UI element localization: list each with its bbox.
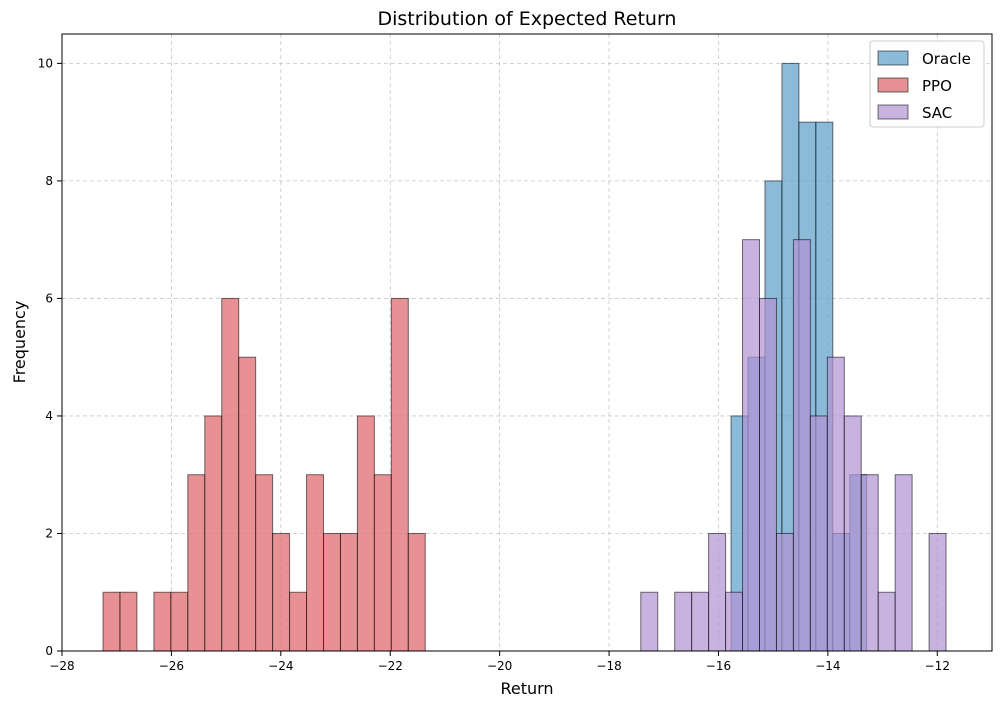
- y-tick-label: 6: [45, 291, 53, 305]
- bar-sac: [691, 591, 710, 652]
- legend-swatch-oracle: [877, 50, 909, 66]
- bar-ppo: [204, 415, 223, 652]
- y-tick-label: 0: [45, 644, 53, 658]
- legend-label-sac: SAC: [922, 104, 952, 122]
- bar-sac: [725, 591, 744, 652]
- plot-frame: [61, 33, 993, 652]
- x-tick-label: −28: [49, 659, 74, 673]
- bar-ppo: [289, 591, 308, 652]
- bar-ppo: [339, 532, 358, 652]
- bar-sac: [775, 532, 794, 652]
- bar-ppo: [322, 532, 341, 652]
- legend: Oracle PPO SAC: [869, 40, 985, 128]
- y-tick-label: 10: [38, 56, 53, 70]
- bar-sac: [826, 356, 845, 652]
- bar-ppo: [170, 591, 189, 652]
- bar-ppo: [153, 591, 172, 652]
- bar-sac: [708, 532, 727, 652]
- x-axis-label: Return: [500, 679, 553, 698]
- bar-sac: [928, 532, 947, 652]
- x-axis-ticks: −28 −26 −24 −22 −20 −18 −16 −14 −12: [49, 651, 950, 673]
- bar-sac: [674, 591, 693, 652]
- bar-ppo: [356, 415, 375, 652]
- bar-ppo: [187, 474, 206, 652]
- y-axis-label: Frequency: [10, 301, 29, 384]
- y-tick-label: 2: [45, 526, 53, 540]
- x-tick-label: −14: [815, 659, 840, 673]
- bar-ppo: [390, 297, 409, 652]
- bar-ppo: [306, 474, 324, 652]
- legend-swatch-ppo: [877, 77, 909, 93]
- bar-ppo: [373, 474, 392, 652]
- y-axis-ticks: 0 2 4 6 8 10: [38, 56, 62, 658]
- bar-ppo: [407, 532, 426, 652]
- chart-title: Distribution of Expected Return: [378, 8, 677, 30]
- bar-sac: [894, 474, 913, 652]
- bar-sac: [640, 591, 659, 652]
- x-tick-label: −24: [268, 659, 293, 673]
- legend-label-oracle: Oracle: [922, 50, 971, 68]
- bar-sac: [843, 415, 862, 652]
- x-tick-label: −20: [487, 659, 512, 673]
- x-tick-label: −22: [378, 659, 403, 673]
- bar-sac: [860, 474, 879, 652]
- y-tick-label: 4: [45, 409, 53, 423]
- bar-sac: [742, 239, 761, 652]
- bar-ppo: [255, 474, 274, 652]
- legend-swatch-sac: [877, 104, 909, 120]
- bar-ppo: [221, 297, 240, 652]
- bar-ppo: [102, 591, 121, 652]
- x-tick-label: −16: [706, 659, 731, 673]
- bar-sac: [809, 415, 828, 652]
- bar-sac: [792, 239, 811, 652]
- bars: [102, 62, 947, 652]
- x-tick-label: −12: [925, 659, 950, 673]
- bar-ppo: [238, 356, 257, 652]
- x-tick-label: −26: [159, 659, 184, 673]
- y-tick-label: 8: [45, 174, 53, 188]
- bar-sac: [877, 591, 896, 652]
- bar-sac: [759, 297, 777, 652]
- legend-label-ppo: PPO: [922, 77, 952, 95]
- bar-ppo: [119, 591, 138, 652]
- bar-ppo: [272, 532, 291, 652]
- x-tick-label: −18: [596, 659, 621, 673]
